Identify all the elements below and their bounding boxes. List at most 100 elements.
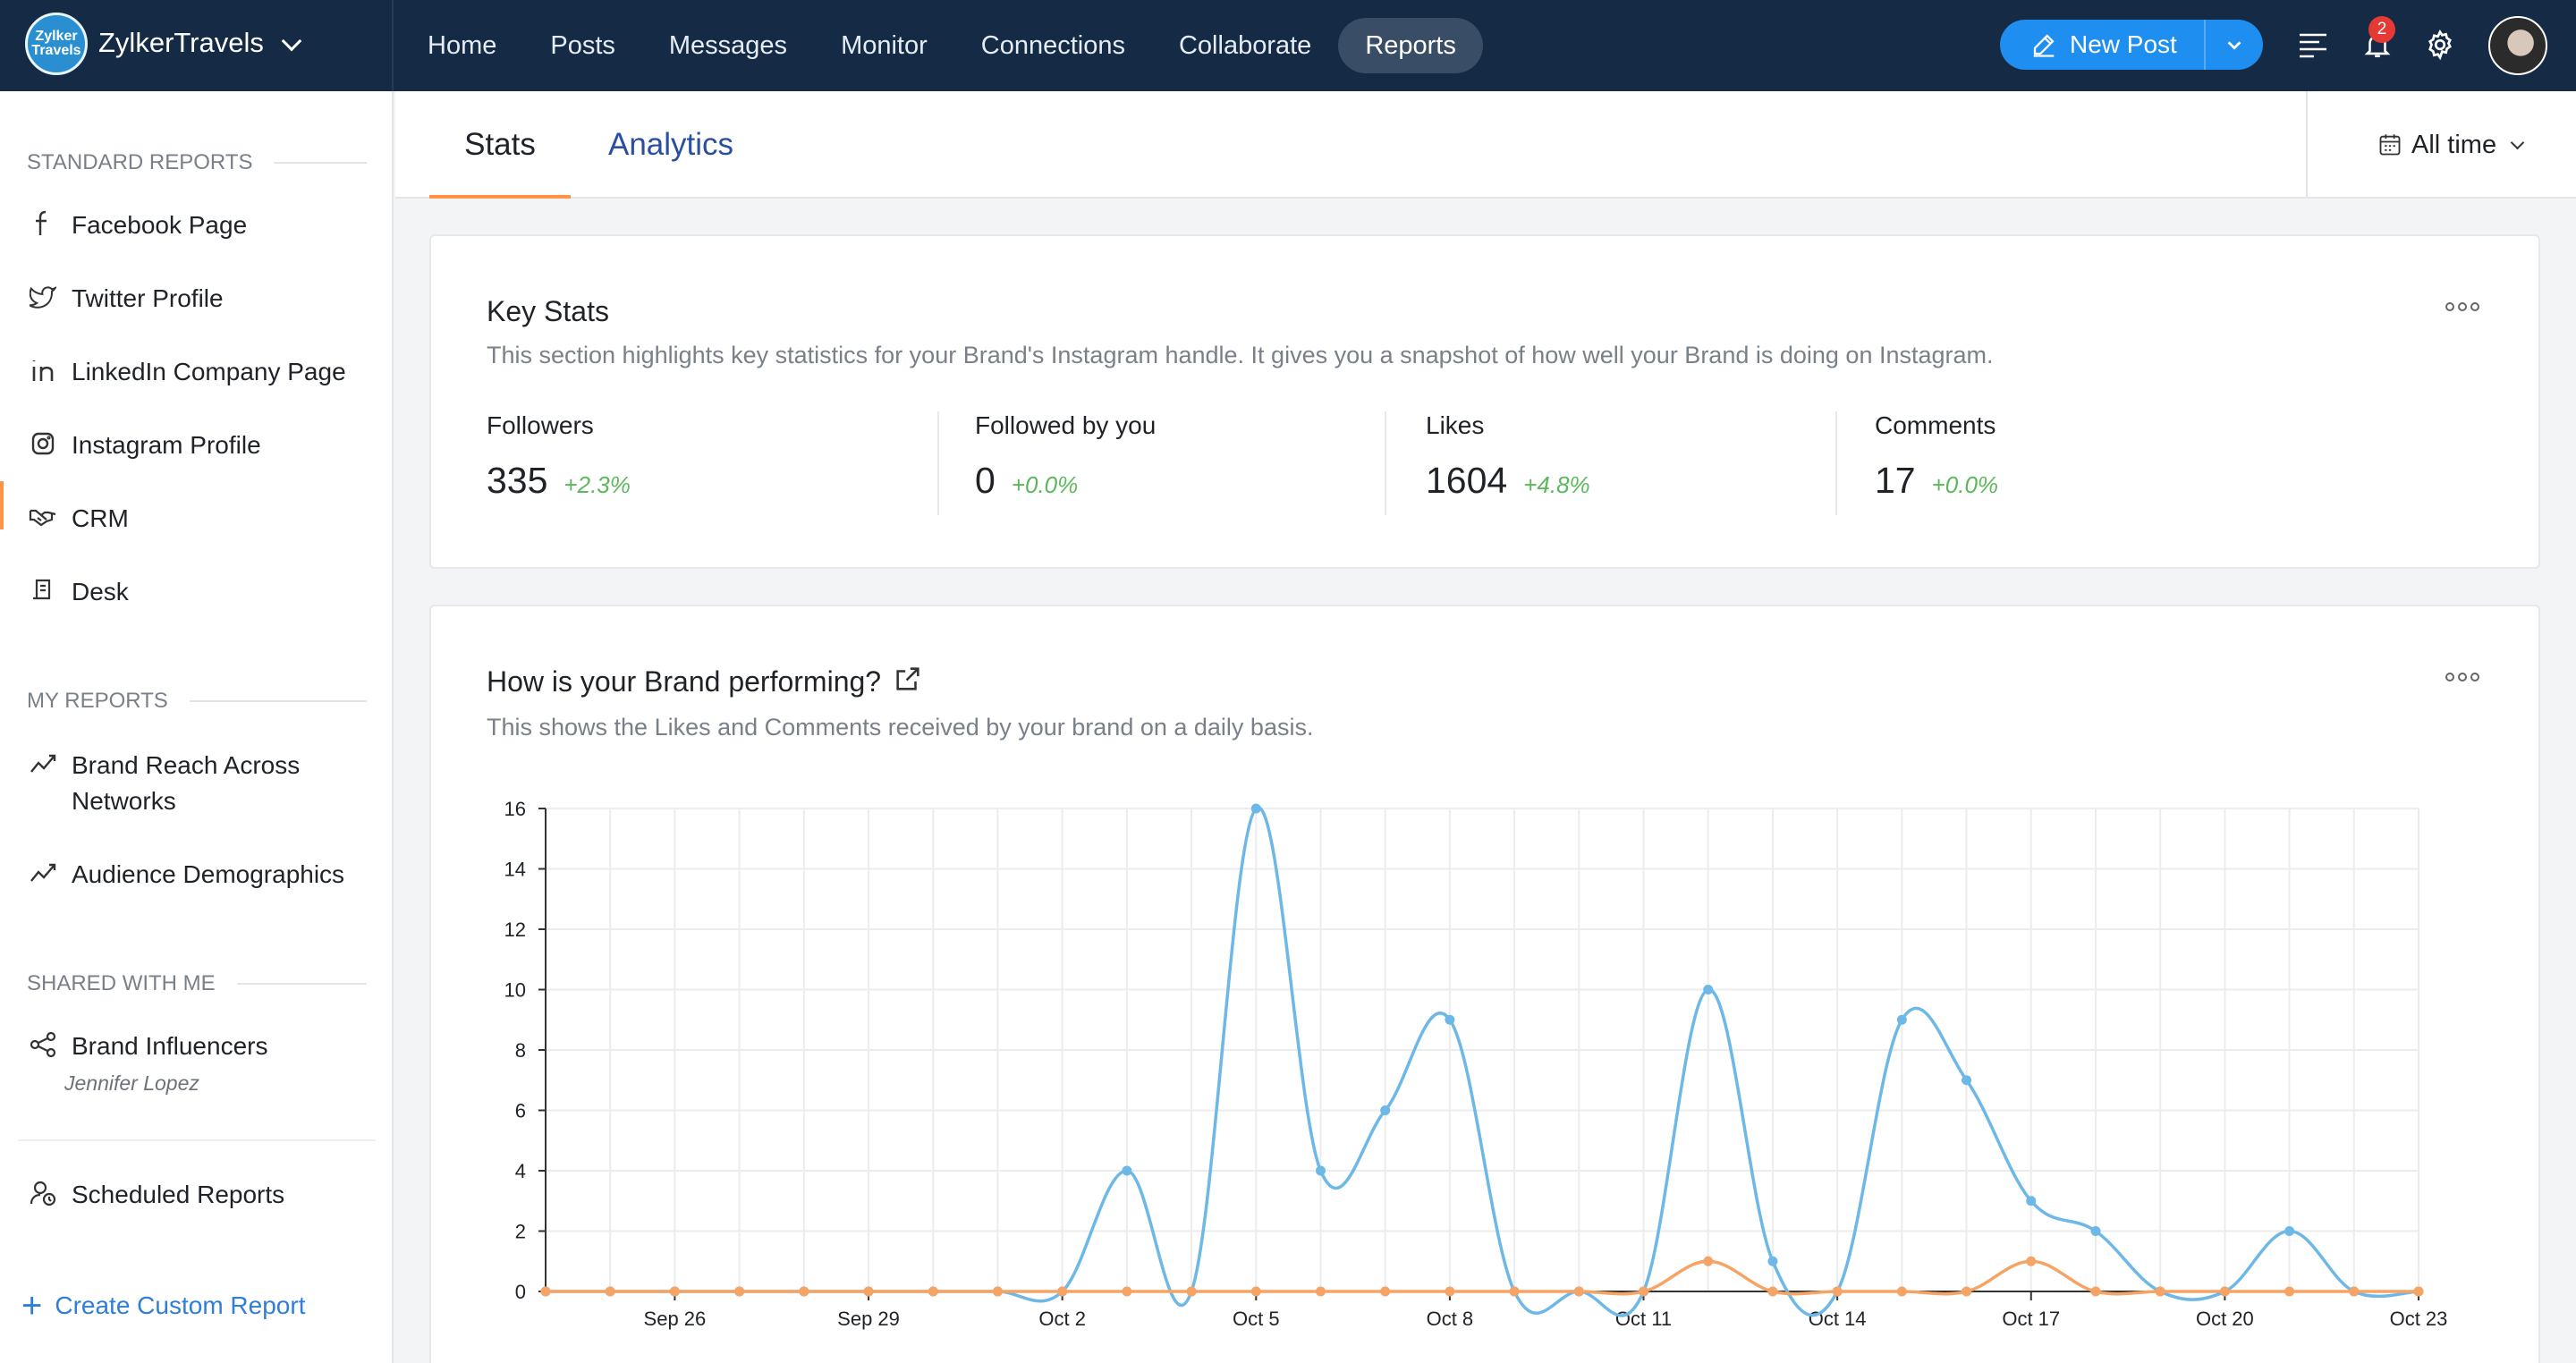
- sidebar-item-label: Desk: [72, 578, 129, 605]
- key-stats-card: Key Stats This section highlights key st…: [429, 234, 2540, 569]
- stat-followed-by-you: Followed by you 0 +0.0%: [975, 411, 1156, 515]
- brand-logo: Zylker Travels: [25, 13, 88, 75]
- main-nav: Home Posts Messages Monitor Connections …: [401, 0, 1483, 91]
- time-range-filter[interactable]: All time: [2306, 91, 2576, 199]
- nav-monitor[interactable]: Monitor: [841, 31, 928, 60]
- report-tabs-bar: Stats Analytics All time: [395, 91, 2576, 199]
- tab-stats[interactable]: Stats: [429, 91, 571, 199]
- y-axis-tick-label: 0: [515, 1281, 526, 1303]
- likes-data-point: [1767, 1256, 1778, 1266]
- comments-data-point: [2413, 1286, 2424, 1297]
- comments-data-point: [669, 1286, 680, 1297]
- x-axis-tick-label: Sep 29: [837, 1308, 900, 1330]
- tab-analytics[interactable]: Analytics: [608, 127, 734, 162]
- stat-change: +0.0%: [1011, 471, 1079, 498]
- comments-data-point: [1380, 1286, 1391, 1297]
- sidebar-item-brand-reach[interactable]: Brand Reach Across Networks: [27, 748, 376, 819]
- open-external-icon[interactable]: [893, 664, 923, 694]
- likes-data-point: [2026, 1196, 2037, 1206]
- shared-with-me-heading-text: SHARED WITH ME: [27, 971, 216, 995]
- comments-data-point: [863, 1286, 874, 1297]
- stat-comments: Comments 17 +0.0%: [1875, 411, 1998, 515]
- sidebar-item-audience-demographics[interactable]: Audience Demographics: [27, 857, 376, 893]
- sidebar-item-crm[interactable]: CRM: [27, 501, 376, 537]
- sidebar-item-facebook-page[interactable]: Facebook Page: [27, 207, 376, 243]
- sidebar-item-instagram-profile[interactable]: Instagram Profile: [27, 428, 376, 463]
- active-item-indicator: [0, 481, 4, 529]
- sidebar-item-desk[interactable]: Desk: [27, 574, 376, 610]
- shared-with-me-heading: SHARED WITH ME: [27, 971, 367, 996]
- create-custom-report-link[interactable]: + Create Custom Report: [21, 1288, 305, 1324]
- comments-data-point: [2155, 1286, 2165, 1297]
- nav-connections[interactable]: Connections: [980, 31, 1125, 60]
- comments-series-line: [546, 1259, 2419, 1296]
- y-axis-tick-label: 10: [504, 979, 526, 1002]
- new-post-button[interactable]: New Post: [2000, 20, 2206, 70]
- stat-likes: Likes 1604 +4.8%: [1426, 411, 1590, 515]
- comments-data-point: [540, 1286, 551, 1297]
- likes-data-point: [1315, 1165, 1326, 1176]
- stat-divider: [1385, 411, 1386, 515]
- y-axis-tick-label: 4: [515, 1160, 526, 1182]
- heading-divider: [236, 983, 367, 985]
- menu-list-icon[interactable]: [2295, 27, 2331, 63]
- new-post-dropdown-button[interactable]: [2206, 20, 2263, 70]
- x-axis-tick-label: Oct 23: [2390, 1308, 2448, 1330]
- stat-value-row: 17 +0.0%: [1875, 460, 1998, 502]
- user-avatar[interactable]: [2488, 16, 2547, 75]
- scheduled-user-icon: [27, 1177, 59, 1209]
- settings-gear-icon[interactable]: [2422, 27, 2458, 63]
- brand-switcher[interactable]: Zylker Travels ZylkerTravels: [0, 0, 394, 91]
- comments-data-point: [1186, 1286, 1197, 1297]
- sidebar-item-label-line2: Networks: [72, 787, 176, 815]
- desk-icon: [27, 574, 59, 606]
- x-axis-tick-label: Sep 26: [644, 1308, 707, 1330]
- new-post-label: New Post: [2070, 30, 2177, 58]
- sidebar-item-scheduled-reports[interactable]: Scheduled Reports: [27, 1177, 376, 1213]
- sidebar-item-label: LinkedIn Company Page: [72, 358, 346, 385]
- comments-data-point: [1509, 1286, 1520, 1297]
- stat-change: +4.8%: [1523, 471, 1590, 498]
- likes-data-point: [2090, 1226, 2101, 1236]
- nav-posts[interactable]: Posts: [550, 31, 615, 60]
- comments-data-point: [1896, 1286, 1907, 1297]
- more-options-icon[interactable]: [2445, 673, 2479, 682]
- likes-comments-line-chart: 0 2 4 6 8 10 12 14 16 Sep 26 Sep 29 Oct 2 Oct 5 Oct 8…: [504, 798, 2448, 1330]
- comments-data-point: [2090, 1286, 2101, 1297]
- stat-followers: Followers 335 +2.3%: [487, 411, 631, 515]
- key-stats-description: This section highlights key statistics f…: [487, 342, 1994, 368]
- likes-data-point: [1445, 1014, 1455, 1025]
- share-icon: [27, 1029, 59, 1061]
- facebook-icon: [27, 207, 59, 240]
- chevron-down-icon: [281, 30, 302, 52]
- new-post-split-button: New Post: [2000, 20, 2263, 70]
- sidebar-item-twitter-profile[interactable]: Twitter Profile: [27, 281, 376, 317]
- comments-data-point: [1445, 1286, 1455, 1297]
- comments-data-point: [1962, 1286, 1972, 1297]
- stat-value: 335: [487, 460, 548, 501]
- more-options-icon[interactable]: [2445, 302, 2479, 311]
- sidebar-item-linkedin-company-page[interactable]: LinkedIn Company Page: [27, 354, 376, 390]
- comments-data-point: [928, 1286, 938, 1297]
- comments-data-point: [734, 1286, 745, 1297]
- reports-sidebar: STANDARD REPORTS Facebook Page Twitter P…: [0, 91, 394, 1363]
- likes-data-point: [1380, 1105, 1391, 1115]
- nav-messages[interactable]: Messages: [668, 31, 788, 60]
- heading-divider: [189, 700, 367, 702]
- y-axis-tick-label: 14: [504, 859, 526, 881]
- stat-label: Comments: [1875, 411, 1996, 439]
- top-navigation-bar: Zylker Travels ZylkerTravels Home Posts …: [0, 0, 2576, 91]
- nav-reports[interactable]: Reports: [1338, 18, 1483, 73]
- my-reports-heading: MY REPORTS: [27, 689, 367, 714]
- performance-title: How is your Brand performing?: [487, 665, 882, 698]
- brand-name: ZylkerTravels: [98, 27, 264, 58]
- nav-collaborate[interactable]: Collaborate: [1178, 31, 1312, 60]
- pencil-icon: [2033, 34, 2055, 57]
- nav-home[interactable]: Home: [428, 31, 497, 60]
- x-axis-tick-label: Oct 8: [1427, 1308, 1474, 1330]
- sidebar-item-brand-influencers[interactable]: Brand Influencers: [27, 1029, 376, 1064]
- y-axis-tick-label: 12: [504, 919, 526, 941]
- standard-reports-heading-text: STANDARD REPORTS: [27, 150, 253, 174]
- sidebar-divider: [18, 1139, 376, 1141]
- stat-label: Likes: [1426, 411, 1485, 439]
